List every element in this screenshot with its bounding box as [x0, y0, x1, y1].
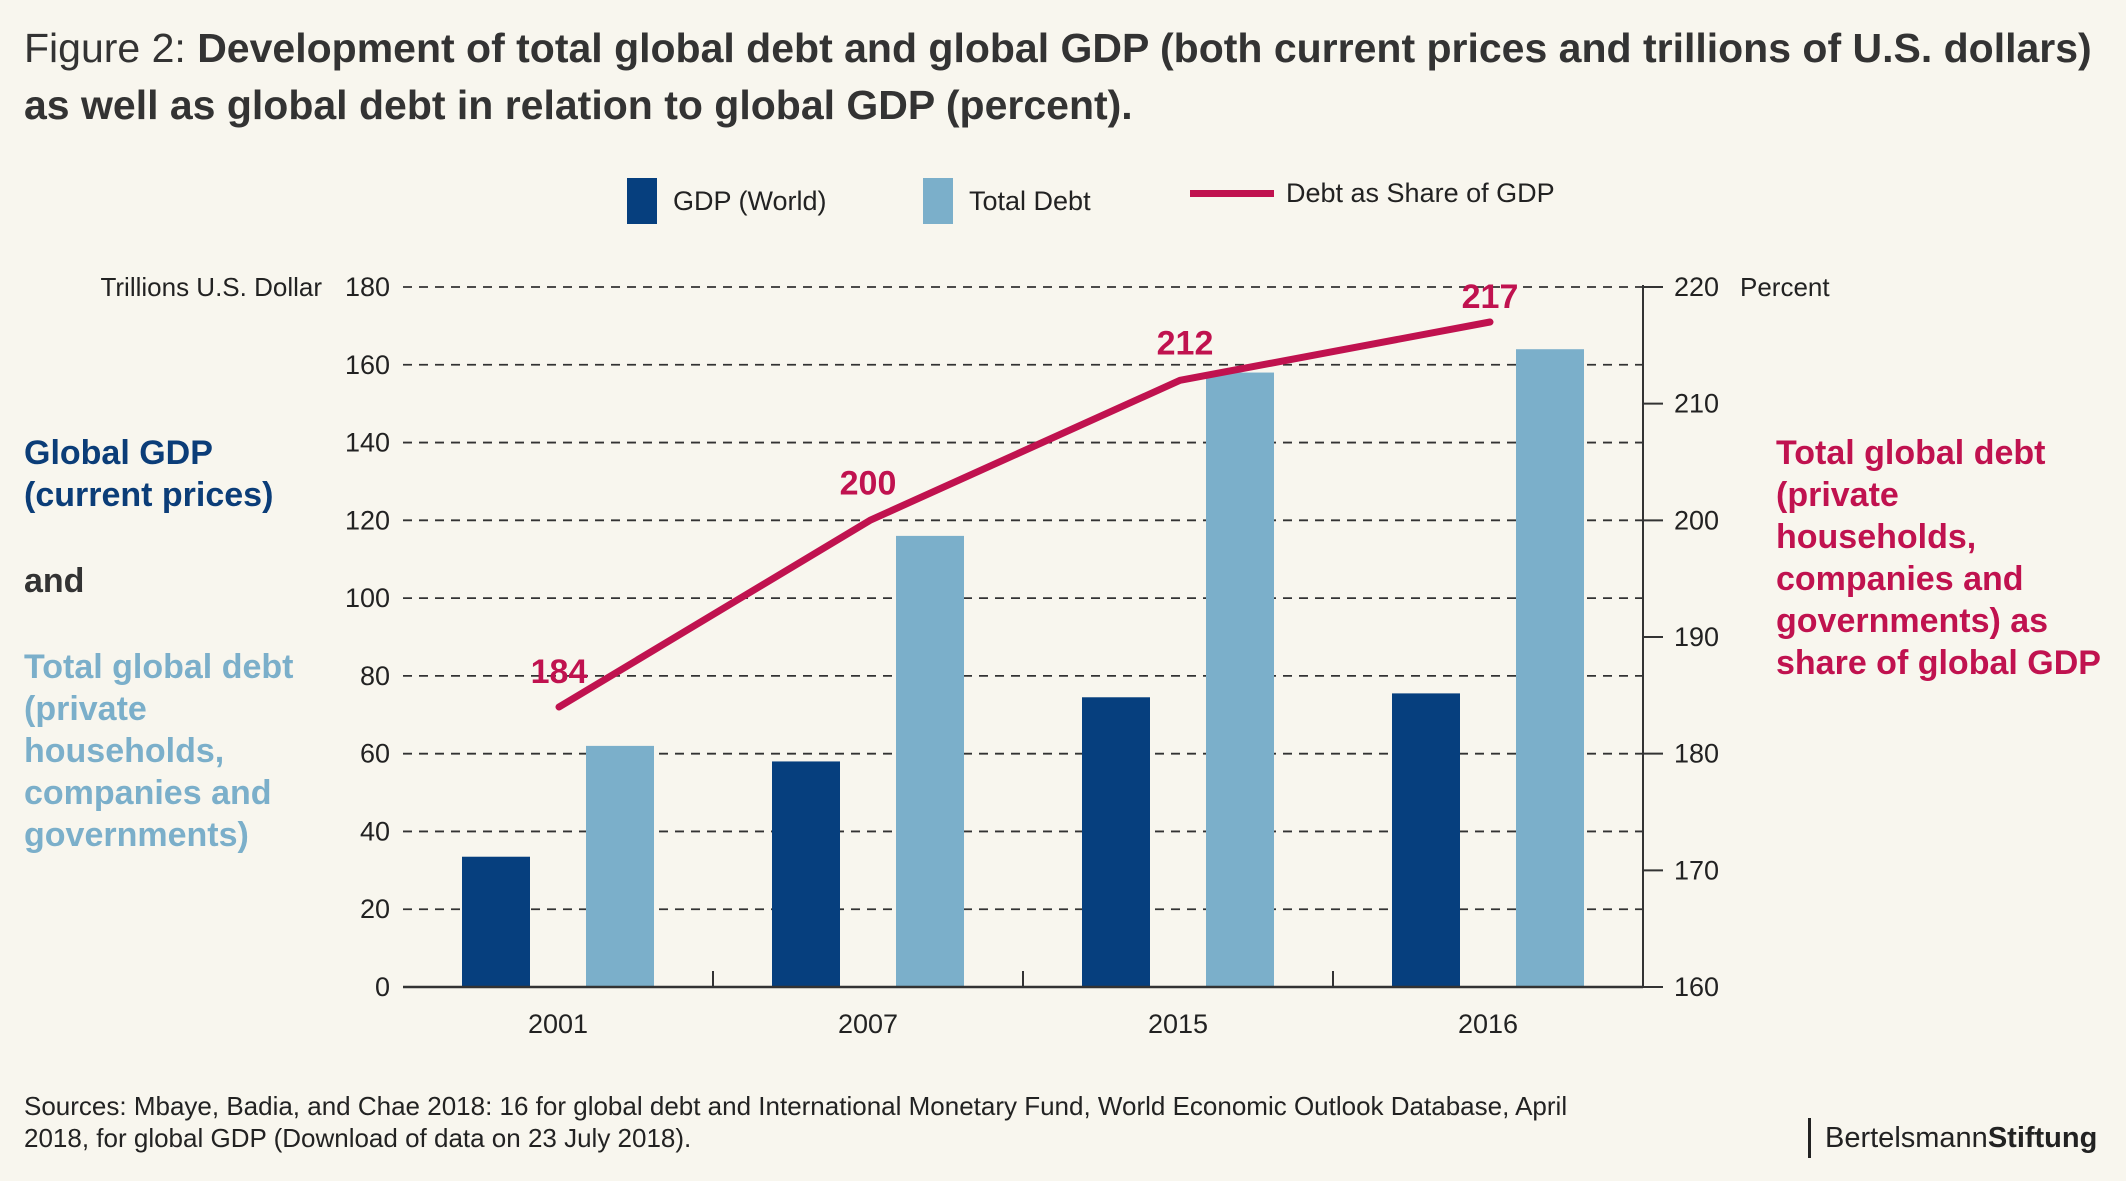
legend-item-share: Debt as Share of GDP [1190, 178, 1555, 209]
y-left-tick-0: 0 [375, 972, 390, 1002]
y-right-tick-220: 220 [1674, 272, 1719, 302]
labels: 0 20 40 60 80 100 120 140 160 180 160 170 180 190 200 2… [100, 272, 1830, 1039]
brand-regular: Bertelsmann [1825, 1121, 1988, 1154]
y-right-tick-160: 160 [1674, 972, 1719, 1002]
bar-debt-2015 [1206, 372, 1274, 987]
brand-logo: Bertelsmann Stiftung [1808, 1118, 2097, 1158]
x-tick-2001: 2001 [528, 1009, 588, 1039]
legend-item-gdp: GDP (World) [627, 178, 827, 224]
y-left-tick-80: 80 [360, 661, 390, 691]
legend-swatch-debt [923, 178, 953, 224]
brand-divider [1808, 1118, 1811, 1158]
bar-debt-2007 [896, 535, 964, 987]
bar-debt-2016 [1516, 349, 1584, 987]
y-left-tick-120: 120 [345, 505, 390, 535]
chart-title: Figure 2: Development of total global de… [24, 20, 2094, 134]
sources-note: Sources: Mbaye, Badia, and Chae 2018: 16… [24, 1091, 1568, 1153]
x-tick-2015: 2015 [1148, 1009, 1208, 1039]
legend-label-share: Debt as Share of GDP [1286, 178, 1555, 208]
y-left-tick-100: 100 [345, 583, 390, 613]
y-right-axis-title: Percent [1740, 272, 1830, 302]
y-left-axis-title: Trillions U.S. Dollar [100, 272, 322, 302]
y-right-tick-200: 200 [1674, 505, 1719, 535]
legend-label-gdp: GDP (World) [673, 185, 827, 216]
y-right-tick-190: 190 [1674, 622, 1719, 652]
x-tick-2007: 2007 [838, 1009, 898, 1039]
y-left-tick-160: 160 [345, 350, 390, 380]
y-right-tick-170: 170 [1674, 855, 1719, 885]
legend-swatch-share [1190, 190, 1274, 197]
bar-gdp-2015 [1082, 697, 1150, 987]
share-data-label-2016: 217 [1462, 278, 1519, 316]
brand-bold: Stiftung [1987, 1121, 2098, 1154]
y-right-tick-180: 180 [1674, 739, 1719, 769]
y-left-tick-60: 60 [360, 739, 390, 769]
y-left-tick-40: 40 [360, 816, 390, 846]
legend: GDP (World) Total Debt Debt as Share of … [0, 178, 2126, 238]
axes [403, 285, 1663, 989]
share-line-group [555, 318, 1494, 711]
side-label-gdp: Global GDP (current prices) [24, 434, 274, 514]
legend-item-debt: Total Debt [923, 178, 1091, 224]
legend-label-debt: Total Debt [969, 185, 1091, 216]
title-main: Development of total global debt and glo… [24, 25, 2092, 128]
bar-gdp-2007 [772, 761, 840, 987]
x-tick-2016: 2016 [1458, 1009, 1518, 1039]
y-left-tick-180: 180 [345, 272, 390, 302]
share-data-label-2007: 200 [840, 464, 897, 502]
side-label-and: and [24, 562, 85, 600]
legend-swatch-gdp [627, 178, 657, 224]
bar-gdp-2016 [1392, 693, 1460, 987]
bar-gdp-2001 [462, 856, 530, 987]
bars [462, 349, 1584, 987]
side-label-share: Total global debt (private households, c… [1776, 434, 2101, 682]
title-prefix: Figure 2: [24, 25, 198, 71]
share-data-label-2001: 184 [531, 653, 588, 691]
bar-debt-2001 [586, 745, 654, 987]
y-left-tick-20: 20 [360, 894, 390, 924]
share-data-label-2015: 212 [1157, 324, 1214, 362]
y-left-tick-140: 140 [345, 428, 390, 458]
y-right-tick-210: 210 [1674, 389, 1719, 419]
side-label-debt: Total global debt (private households, c… [24, 648, 294, 854]
share-line [555, 318, 1494, 711]
